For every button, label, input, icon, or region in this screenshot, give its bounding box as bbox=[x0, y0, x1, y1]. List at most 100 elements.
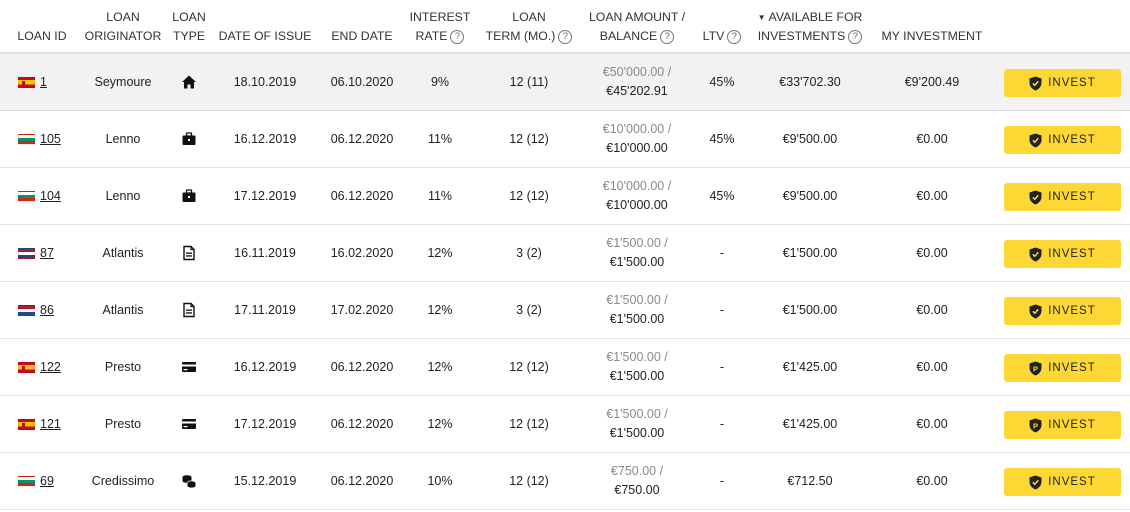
available-cell: €1'500.00 bbox=[782, 246, 838, 260]
loan-id-cell: 104 bbox=[0, 168, 80, 224]
loan-id-link[interactable]: 1 bbox=[40, 75, 47, 89]
issue-date-cell: 16.12.2019 bbox=[233, 132, 297, 146]
loan-id-link[interactable]: 122 bbox=[40, 360, 61, 374]
loan-id-link[interactable]: 86 bbox=[40, 303, 54, 317]
my-investment-cell: €0.00 bbox=[916, 417, 948, 431]
header-my-investment[interactable]: MY INVESTMENT bbox=[881, 29, 983, 43]
briefcase-icon bbox=[166, 111, 212, 167]
header-loan-term[interactable]: LOAN TERM (MO.)? bbox=[486, 0, 573, 52]
loan-id-link[interactable]: 105 bbox=[40, 132, 61, 146]
end-date-cell: 06.12.2020 bbox=[330, 417, 394, 431]
svg-text:P: P bbox=[1033, 364, 1038, 373]
loan-id-link[interactable]: 121 bbox=[40, 417, 61, 431]
issue-date-cell: 17.12.2019 bbox=[233, 189, 297, 203]
loan-id-cell: 1 bbox=[0, 54, 80, 110]
invest-button[interactable]: P INVEST bbox=[1004, 354, 1121, 382]
invest-button[interactable]: P INVEST bbox=[1004, 411, 1121, 439]
country-flag-icon bbox=[18, 133, 35, 145]
loan-balance: €10'000.00 bbox=[606, 141, 668, 155]
header-available-for-investments[interactable]: ▼ AVAILABLE FOR INVESTMENTS? bbox=[757, 10, 863, 44]
my-investment-cell: €0.00 bbox=[916, 132, 948, 146]
ltv-cell: - bbox=[719, 417, 725, 431]
loan-amount-cell: €10'000.00 / €10'000.00 bbox=[582, 111, 692, 167]
invest-button[interactable]: INVEST bbox=[1004, 240, 1121, 268]
interest-rate-cell: 11% bbox=[427, 132, 453, 146]
help-icon[interactable]: ? bbox=[727, 29, 742, 44]
shield-check-icon bbox=[1029, 475, 1042, 490]
loan-balance: €1'500.00 bbox=[609, 255, 665, 269]
issue-date-cell: 17.11.2019 bbox=[234, 303, 296, 317]
my-investment-cell: €9'200.49 bbox=[904, 75, 960, 89]
interest-rate-cell: 12% bbox=[427, 417, 453, 431]
issue-date-cell: 15.12.2019 bbox=[233, 474, 297, 488]
loan-id-cell: 86 bbox=[0, 282, 80, 338]
table-row: 69 Credissimo 15.12.2019 06.12.2020 10% 12 (1… bbox=[0, 453, 1130, 510]
header-loan-originator[interactable]: LOAN ORIGINATOR bbox=[84, 10, 162, 43]
loan-amount: €750.00 / bbox=[610, 464, 664, 478]
available-cell: €33'702.30 bbox=[779, 75, 841, 89]
document-icon bbox=[166, 225, 212, 281]
loan-term-cell: 12 (12) bbox=[509, 189, 549, 203]
country-flag-icon bbox=[18, 190, 35, 202]
shield-p-icon: P bbox=[1029, 418, 1042, 433]
country-flag-icon bbox=[18, 475, 35, 487]
header-loan-id[interactable]: LOAN ID bbox=[17, 29, 67, 43]
help-icon[interactable]: ? bbox=[450, 29, 465, 44]
interest-rate-cell: 10% bbox=[427, 474, 453, 488]
loan-id-link[interactable]: 87 bbox=[40, 246, 54, 260]
loan-balance: €1'500.00 bbox=[609, 312, 665, 326]
invest-button[interactable]: INVEST bbox=[1004, 69, 1121, 97]
credit-card-icon bbox=[166, 396, 212, 452]
header-ltv[interactable]: LTV? bbox=[696, 0, 748, 52]
loan-id-cell: 121 bbox=[0, 396, 80, 452]
document-icon bbox=[166, 282, 212, 338]
issue-date-cell: 16.12.2019 bbox=[233, 360, 297, 374]
originator-cell: Lenno bbox=[105, 189, 141, 203]
loan-amount-cell: €10'000.00 / €10'000.00 bbox=[582, 168, 692, 224]
originator-cell: Atlantis bbox=[102, 246, 144, 260]
briefcase-icon bbox=[166, 168, 212, 224]
loan-amount: €50'000.00 / bbox=[602, 65, 672, 79]
loan-term-cell: 12 (12) bbox=[509, 360, 549, 374]
available-cell: €9'500.00 bbox=[782, 189, 838, 203]
help-icon[interactable]: ? bbox=[848, 29, 863, 44]
loan-id-cell: 105 bbox=[0, 111, 80, 167]
my-investment-cell: €0.00 bbox=[916, 360, 948, 374]
end-date-cell: 06.12.2020 bbox=[330, 360, 394, 374]
ltv-cell: - bbox=[719, 360, 725, 374]
end-date-cell: 16.02.2020 bbox=[330, 246, 394, 260]
issue-date-cell: 17.12.2019 bbox=[233, 417, 297, 431]
invest-button[interactable]: INVEST bbox=[1004, 297, 1121, 325]
header-loan-amount-balance[interactable]: LOAN AMOUNT / BALANCE? bbox=[588, 10, 686, 44]
country-flag-icon bbox=[18, 418, 35, 430]
loan-amount-cell: €1'500.00 / €1'500.00 bbox=[582, 339, 692, 395]
loan-id-link[interactable]: 69 bbox=[40, 474, 54, 488]
help-icon[interactable]: ? bbox=[660, 29, 675, 44]
originator-cell: Atlantis bbox=[102, 303, 144, 317]
loan-amount-cell: €750.00 / €750.00 bbox=[582, 453, 692, 509]
invest-button[interactable]: INVEST bbox=[1004, 468, 1121, 496]
end-date-cell: 06.12.2020 bbox=[330, 189, 394, 203]
table-row: 104 Lenno 17.12.2019 06.12.2020 11% 12 (12) €1… bbox=[0, 168, 1130, 225]
loan-id-link[interactable]: 104 bbox=[40, 189, 61, 203]
loan-amount: €1'500.00 / bbox=[606, 236, 668, 250]
invest-button[interactable]: INVEST bbox=[1004, 126, 1121, 154]
country-flag-icon bbox=[18, 247, 35, 259]
header-date-of-issue[interactable]: DATE OF ISSUE bbox=[218, 29, 312, 43]
end-date-cell: 06.12.2020 bbox=[330, 132, 394, 146]
table-header: LOAN ID LOAN ORIGINATOR LOAN TYPE DATE O… bbox=[0, 0, 1130, 54]
header-end-date[interactable]: END DATE bbox=[331, 29, 393, 43]
header-loan-type[interactable]: LOAN TYPE bbox=[172, 10, 206, 43]
header-interest-rate[interactable]: INTEREST RATE? bbox=[409, 10, 471, 44]
loan-amount: €1'500.00 / bbox=[606, 407, 668, 421]
help-icon[interactable]: ? bbox=[558, 29, 573, 44]
table-row: 86 Atlantis 17.11.2019 17.02.2020 12% 3 (2) €1… bbox=[0, 282, 1130, 339]
table-row: 1 Seymoure 18.10.2019 06.10.2020 9% 12 (11) €5… bbox=[0, 54, 1130, 111]
loan-term-cell: 3 (2) bbox=[516, 303, 542, 317]
invest-button[interactable]: INVEST bbox=[1004, 183, 1121, 211]
issue-date-cell: 18.10.2019 bbox=[233, 75, 297, 89]
svg-text:P: P bbox=[1033, 421, 1038, 430]
loan-amount: €10'000.00 / bbox=[602, 179, 672, 193]
originator-cell: Seymoure bbox=[94, 75, 152, 89]
country-flag-icon bbox=[18, 304, 35, 316]
